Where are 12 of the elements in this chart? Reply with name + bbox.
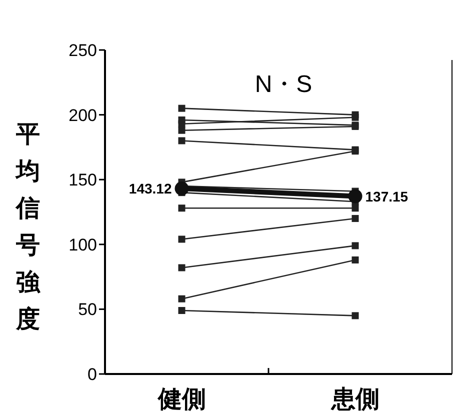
data-label: 137.15 [365,188,408,204]
y-tick-label: 50 [78,300,97,320]
text: N・S [254,71,312,98]
y-tick-label: 200 [68,106,97,125]
y-tick-label: 0 [88,365,97,384]
y-tick-label: 250 [68,41,97,60]
data-label: 143.12 [128,180,172,197]
y-axis-title: 平均信号強度 [14,121,41,333]
x-tick-label: 患側 [330,386,380,413]
y-tick-label: 100 [68,235,97,254]
x-tick-label: 健側 [156,386,206,413]
y-tick-label: 150 [68,170,97,190]
